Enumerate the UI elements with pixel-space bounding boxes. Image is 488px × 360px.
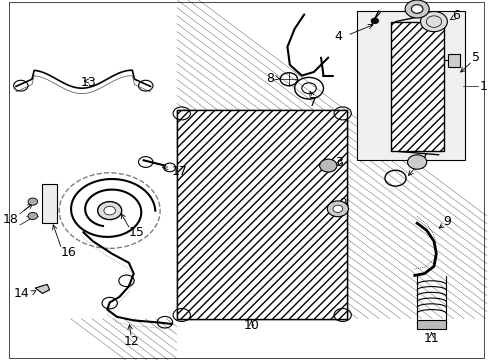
Circle shape xyxy=(405,0,428,18)
Circle shape xyxy=(104,206,115,215)
Text: 12: 12 xyxy=(123,335,139,348)
Text: 7: 7 xyxy=(419,152,427,165)
Text: 10: 10 xyxy=(243,319,259,332)
Text: 14: 14 xyxy=(14,287,29,300)
Bar xyxy=(177,110,347,319)
Text: 18: 18 xyxy=(2,213,19,226)
Bar xyxy=(447,54,459,67)
Text: 2: 2 xyxy=(338,197,346,210)
Text: 13: 13 xyxy=(80,76,96,89)
Text: 1: 1 xyxy=(479,80,487,93)
Circle shape xyxy=(28,198,38,205)
Text: 6: 6 xyxy=(451,9,459,22)
Text: 17: 17 xyxy=(172,165,187,177)
Circle shape xyxy=(410,5,422,13)
Text: 4: 4 xyxy=(333,30,341,42)
Circle shape xyxy=(326,201,348,217)
Bar xyxy=(416,320,445,329)
Text: 16: 16 xyxy=(60,246,76,258)
Circle shape xyxy=(420,12,447,32)
Circle shape xyxy=(370,18,378,24)
Text: 11: 11 xyxy=(423,332,439,345)
Circle shape xyxy=(28,212,38,220)
Text: 15: 15 xyxy=(129,226,144,239)
Text: 5: 5 xyxy=(471,51,479,64)
Circle shape xyxy=(407,155,426,169)
Text: 9: 9 xyxy=(443,215,450,228)
Bar xyxy=(177,110,347,319)
Text: 3: 3 xyxy=(334,156,342,169)
Circle shape xyxy=(332,205,342,212)
Polygon shape xyxy=(35,284,50,293)
Bar xyxy=(356,11,464,160)
Text: 8: 8 xyxy=(266,72,274,85)
Circle shape xyxy=(98,202,122,220)
Bar xyxy=(42,184,57,223)
Text: 7: 7 xyxy=(308,96,316,109)
Bar xyxy=(390,22,443,151)
Circle shape xyxy=(319,159,336,172)
